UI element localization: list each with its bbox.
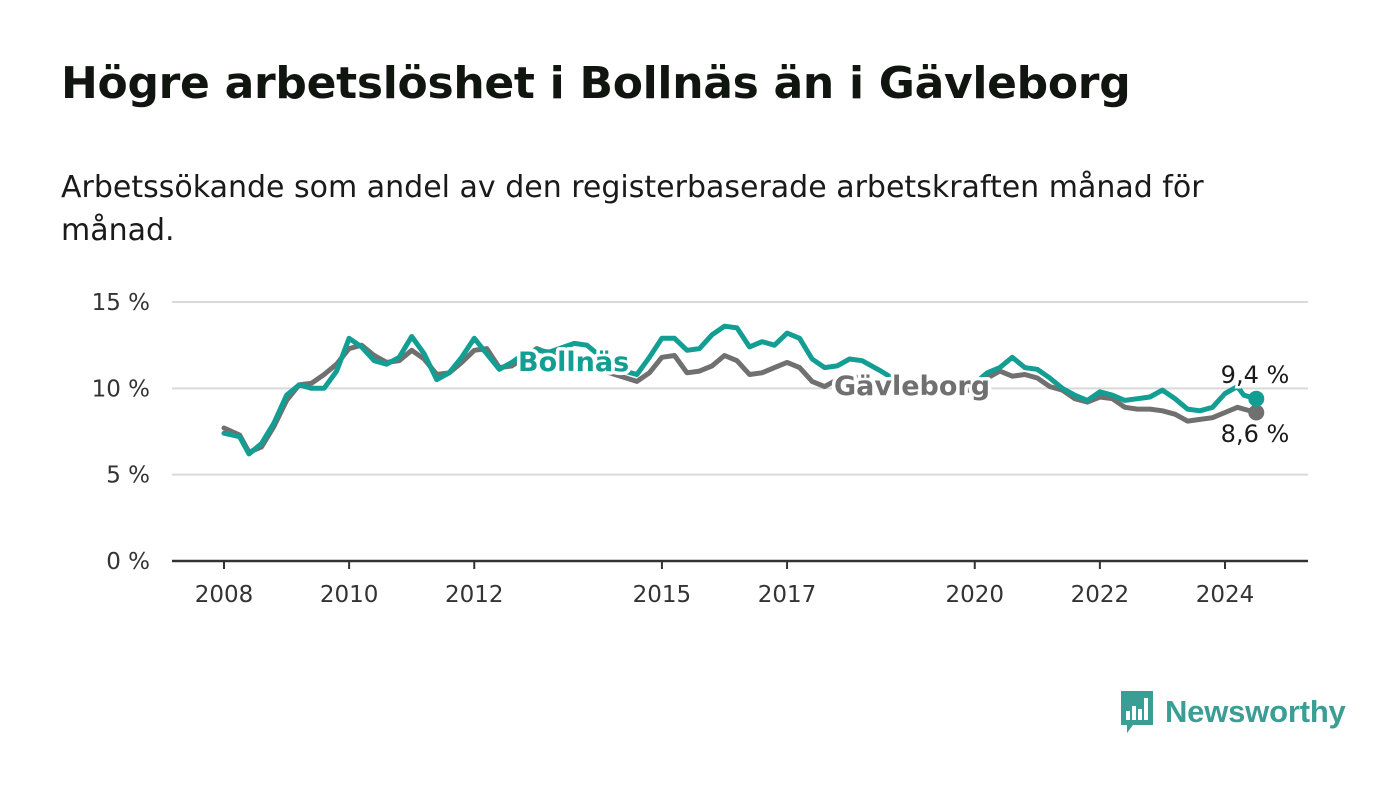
end-point-gavleborg	[1248, 404, 1265, 421]
y-tick-label: 15 %	[92, 290, 150, 316]
x-tick-label: 2012	[445, 582, 504, 608]
x-tick-label: 2024	[1196, 582, 1255, 608]
series-label-gavleborg: Gävleborg	[834, 371, 990, 402]
newsworthy-logo: Newsworthy	[1119, 688, 1346, 736]
x-tick-label: 2022	[1071, 582, 1130, 608]
brand-name: Newsworthy	[1165, 694, 1346, 729]
x-tick-label: 2020	[945, 582, 1004, 608]
series-labels: Gävleborg Bollnäs 8,6 % 9,4 %	[515, 344, 1292, 451]
y-tick-label: 0 %	[106, 549, 150, 575]
bar-chart-speech-bubble-icon	[1121, 691, 1153, 733]
series-line-bollnas	[221, 323, 1259, 457]
chart-subtitle: Arbetssökande som andel av den registerb…	[61, 170, 1204, 248]
y-axis: 0 % 5 % 10 % 15 %	[92, 290, 150, 575]
series-lines	[221, 323, 1265, 457]
series-label-bollnas: Bollnäs	[518, 347, 629, 378]
x-tick-label: 2017	[758, 582, 817, 608]
x-axis: 2008 2010 2012 2015 2017 2020 2022 2024	[172, 559, 1308, 608]
x-tick-label: 2008	[195, 582, 254, 608]
series-line-gavleborg	[221, 342, 1259, 455]
x-tick-label: 2015	[633, 582, 692, 608]
x-tick-label: 2010	[320, 582, 379, 608]
y-tick-label: 5 %	[106, 463, 150, 489]
end-value-label-bollnas: 9,4 %	[1221, 361, 1290, 389]
chart-title: Högre arbetslöshet i Bollnäs än i Gävleb…	[61, 58, 1131, 109]
grid-lines	[172, 301, 1308, 476]
end-point-bollnas	[1248, 390, 1265, 407]
end-value-label-gavleborg: 8,6 %	[1221, 420, 1290, 448]
y-tick-label: 10 %	[92, 376, 150, 402]
